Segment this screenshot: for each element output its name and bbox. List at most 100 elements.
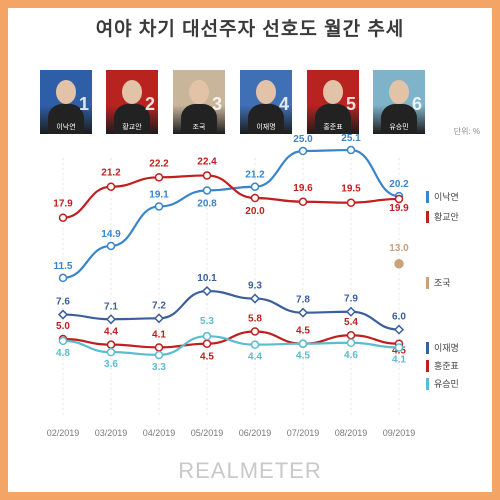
x-tick-label: 09/2019 bbox=[383, 428, 416, 438]
data-label: 7.2 bbox=[152, 300, 166, 311]
data-point bbox=[58, 213, 68, 222]
data-label: 4.5 bbox=[296, 326, 310, 337]
portrait-body bbox=[114, 104, 150, 134]
candidate-photo-4: 4 이재명 bbox=[240, 70, 292, 134]
data-label: 21.2 bbox=[245, 170, 265, 181]
candidate-name: 황교안 bbox=[122, 124, 142, 131]
x-tick-label: 07/2019 bbox=[287, 428, 320, 438]
data-label: 11.5 bbox=[54, 261, 73, 272]
portrait-face bbox=[189, 80, 209, 104]
chart-title: 여야 차기 대선주자 선호도 월간 추세 bbox=[95, 19, 405, 40]
portrait-face bbox=[256, 80, 276, 104]
portrait-body bbox=[48, 104, 84, 134]
data-label: 20.0 bbox=[245, 206, 265, 217]
data-label: 19.5 bbox=[341, 184, 361, 195]
data-point bbox=[249, 293, 261, 304]
data-point bbox=[154, 202, 164, 211]
portrait-face bbox=[122, 80, 142, 104]
data-label: 7.9 bbox=[344, 294, 358, 305]
data-point bbox=[201, 285, 213, 297]
data-point bbox=[346, 198, 356, 207]
data-point bbox=[57, 309, 69, 320]
portrait-face bbox=[389, 80, 409, 104]
data-label: 3.3 bbox=[152, 362, 166, 373]
data-label: 5.0 bbox=[56, 321, 70, 332]
data-label: 7.8 bbox=[296, 295, 310, 306]
data-point bbox=[250, 340, 260, 349]
candidate-photo-2: 2 황교안 bbox=[106, 70, 158, 134]
legend-label: 이재명 bbox=[434, 343, 459, 353]
data-label: 25.1 bbox=[341, 133, 361, 144]
candidate-name: 이재명 bbox=[256, 124, 276, 131]
candidate-photo-6: 6 유승민 bbox=[373, 70, 425, 134]
candidate-name: 조국 bbox=[192, 124, 206, 131]
data-label: 7.6 bbox=[56, 297, 70, 308]
data-label: 4.6 bbox=[344, 350, 358, 361]
x-tick-label: 03/2019 bbox=[95, 428, 128, 438]
legend-label: 유승민 bbox=[434, 379, 459, 389]
x-tick-label: 08/2019 bbox=[335, 428, 368, 438]
legend-label: 황교안 bbox=[434, 212, 459, 222]
data-point bbox=[346, 330, 356, 340]
data-label: 5.3 bbox=[200, 316, 214, 327]
legend-swatch bbox=[426, 211, 429, 223]
data-label: 3.6 bbox=[104, 359, 118, 370]
candidate-photo-5: 5 홍준표 bbox=[307, 70, 359, 134]
data-point bbox=[202, 171, 212, 180]
portrait-body bbox=[181, 104, 217, 134]
data-point bbox=[58, 336, 68, 346]
candidate-number: 5 bbox=[345, 94, 356, 114]
data-label: 6.0 bbox=[392, 312, 406, 323]
legend-swatch bbox=[426, 342, 429, 354]
candidate-name: 홍준표 bbox=[323, 124, 343, 131]
data-point bbox=[346, 145, 356, 155]
data-point bbox=[153, 313, 165, 324]
portrait-body bbox=[315, 104, 351, 134]
data-label: 17.9 bbox=[53, 199, 73, 210]
chart-frame: 여야 차기 대선주자 선호도 월간 추세 1 이낙연 2 황교안 3 조국 4 이재명 5 홍준표… bbox=[8, 8, 492, 492]
legend-label: 홍준표 bbox=[434, 360, 459, 371]
portrait-body bbox=[381, 104, 417, 134]
line-chart: 02/2019 03/2019 04/2019 05/2019 06/2019 07/20… bbox=[47, 133, 459, 438]
data-label: 21.2 bbox=[101, 168, 121, 179]
candidate-number: 4 bbox=[278, 94, 289, 114]
data-label: 5.8 bbox=[248, 313, 262, 324]
data-label: 4.1 bbox=[152, 329, 166, 340]
data-point bbox=[297, 307, 309, 318]
legend-label: 조국 bbox=[434, 278, 451, 288]
data-label: 20.2 bbox=[389, 179, 409, 190]
data-label: 19.1 bbox=[149, 189, 169, 200]
data-point bbox=[154, 343, 164, 352]
data-point bbox=[250, 193, 260, 203]
data-label: 4.5 bbox=[200, 352, 214, 363]
data-point bbox=[106, 347, 116, 357]
data-label: 22.2 bbox=[149, 158, 169, 169]
legend-swatch bbox=[426, 360, 429, 372]
portrait-body bbox=[248, 104, 284, 134]
data-point bbox=[58, 273, 68, 283]
data-label: 19.9 bbox=[389, 203, 409, 214]
data-label: 4.1 bbox=[392, 354, 406, 365]
candidate-number: 3 bbox=[211, 94, 222, 114]
data-label: 25.0 bbox=[293, 134, 313, 145]
data-label: 4.4 bbox=[104, 327, 118, 338]
x-tick-label: 05/2019 bbox=[191, 428, 224, 438]
data-point bbox=[106, 241, 116, 251]
unit-label: 단위: % bbox=[453, 127, 480, 136]
data-point bbox=[393, 324, 405, 335]
candidate-photo-3: 3 조국 bbox=[173, 70, 225, 134]
candidate-number: 6 bbox=[411, 94, 422, 114]
data-point bbox=[345, 306, 357, 317]
data-label: 10.1 bbox=[197, 273, 217, 284]
data-point bbox=[202, 186, 212, 195]
data-point bbox=[154, 350, 164, 360]
watermark: REALMETER bbox=[178, 458, 322, 483]
data-label: 7.1 bbox=[104, 301, 118, 312]
portrait-face bbox=[323, 80, 343, 104]
data-point bbox=[250, 182, 260, 191]
data-label: 13.0 bbox=[389, 243, 409, 254]
data-label: 4.4 bbox=[248, 352, 262, 363]
series-line-5 bbox=[62, 330, 400, 349]
legend-swatch bbox=[426, 378, 429, 390]
series-line-6 bbox=[62, 335, 400, 357]
